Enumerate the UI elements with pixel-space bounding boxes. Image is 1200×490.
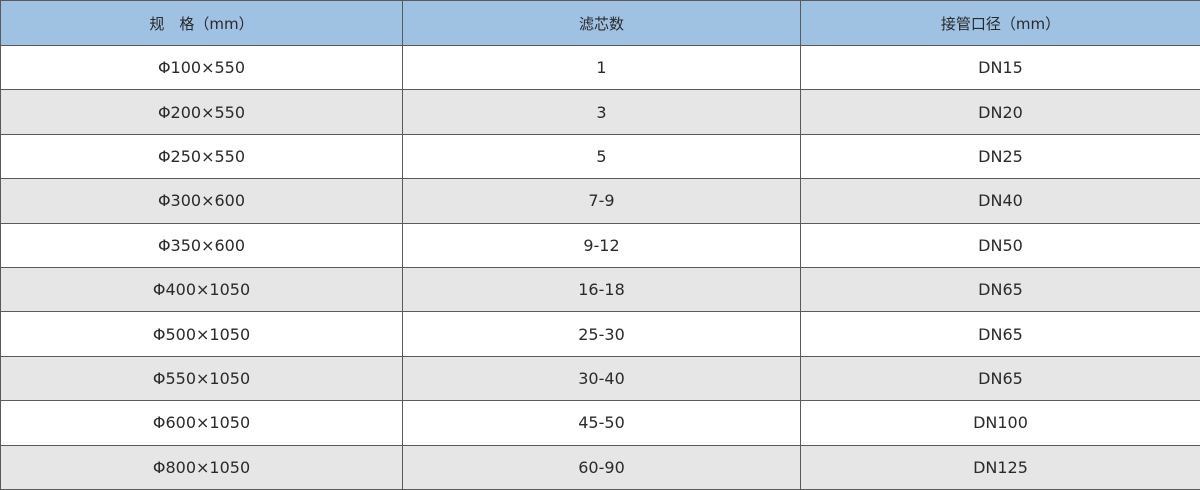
cell-spec: Φ400×1050 [0, 266, 403, 313]
table-row: Φ200×550 3 DN20 [0, 89, 1200, 135]
cell-pipe-diameter: DN65 [800, 311, 1200, 357]
cell-pipe-diameter: DN65 [800, 355, 1200, 402]
cell-spec: Φ800×1050 [0, 444, 403, 490]
cell-pipe-diameter: DN15 [800, 44, 1200, 91]
cell-spec: Φ100×550 [0, 44, 403, 91]
cell-spec: Φ350×600 [0, 222, 403, 268]
table-row: Φ600×1050 45-50 DN100 [0, 400, 1200, 446]
cell-spec: Φ600×1050 [0, 400, 403, 446]
cell-pipe-diameter: DN65 [800, 266, 1200, 313]
header-spec: 规 格（mm） [0, 0, 403, 46]
table-row: Φ500×1050 25-30 DN65 [0, 311, 1200, 357]
table-row: Φ550×1050 30-40 DN65 [0, 355, 1200, 402]
table-row: Φ250×550 5 DN25 [0, 133, 1200, 180]
cell-spec: Φ500×1050 [0, 311, 403, 357]
cell-pipe-diameter: DN20 [800, 89, 1200, 135]
cell-filter-count: 7-9 [402, 178, 801, 224]
cell-filter-count: 45-50 [402, 400, 801, 446]
cell-pipe-diameter: DN125 [800, 444, 1200, 490]
cell-filter-count: 60-90 [402, 444, 801, 490]
header-row: 规 格（mm） 滤芯数 接管口径（mm） [0, 0, 1200, 46]
table-row: Φ300×600 7-9 DN40 [0, 178, 1200, 224]
cell-filter-count: 25-30 [402, 311, 801, 357]
cell-spec: Φ550×1050 [0, 355, 403, 402]
cell-pipe-diameter: DN40 [800, 178, 1200, 224]
table-row: Φ400×1050 16-18 DN65 [0, 266, 1200, 313]
cell-filter-count: 3 [402, 89, 801, 135]
header-filter-count: 滤芯数 [402, 0, 801, 46]
cell-filter-count: 1 [402, 44, 801, 91]
table-row: Φ100×550 1 DN15 [0, 44, 1200, 91]
header-pipe-diameter: 接管口径（mm） [800, 0, 1200, 46]
cell-pipe-diameter: DN25 [800, 133, 1200, 180]
cell-spec: Φ250×550 [0, 133, 403, 180]
cell-filter-count: 16-18 [402, 266, 801, 313]
cell-pipe-diameter: DN100 [800, 400, 1200, 446]
table-row: Φ350×600 9-12 DN50 [0, 222, 1200, 268]
cell-pipe-diameter: DN50 [800, 222, 1200, 268]
cell-filter-count: 30-40 [402, 355, 801, 402]
cell-filter-count: 9-12 [402, 222, 801, 268]
cell-spec: Φ300×600 [0, 178, 403, 224]
table-row: Φ800×1050 60-90 DN125 [0, 444, 1200, 490]
cell-filter-count: 5 [402, 133, 801, 180]
cell-spec: Φ200×550 [0, 89, 403, 135]
